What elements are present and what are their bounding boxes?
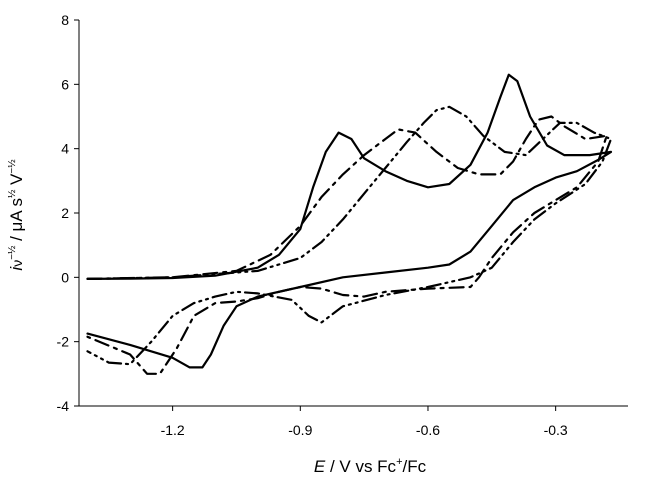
y-tick-label: -2: [57, 334, 70, 350]
x-axis-label-text: / V vs Fc: [325, 457, 396, 476]
x-tick-label: -1.2: [161, 422, 185, 438]
y-axis-ticks: -4 -2 0 2 4 6 8: [57, 12, 79, 414]
x-axis-label: E / V vs Fc+/Fc: [314, 456, 427, 476]
y-axis-label-s-exp: ½: [7, 189, 18, 198]
y-axis-label-nu: ν: [9, 260, 25, 267]
y-axis-label-sep: /: [7, 231, 26, 245]
y-tick-label: 4: [61, 141, 69, 157]
series-line-3: [86, 105, 613, 366]
series-line-2: [86, 115, 608, 375]
y-axis-label-v-exp: −½: [7, 159, 18, 174]
y-axis-label-mu: μ: [7, 222, 26, 232]
y-axis-label-nu-exp: −½: [7, 245, 18, 260]
x-axis-label-var: E: [314, 457, 326, 476]
y-axis-label: iν−½ / μA s½ V−½: [7, 159, 26, 271]
y-tick-label: 6: [61, 76, 69, 92]
x-axis-label-tail: /Fc: [403, 457, 427, 476]
y-tick-label: 2: [61, 205, 69, 221]
y-axis-label-i: i: [7, 266, 26, 271]
x-axis-label-sup: +: [396, 456, 402, 468]
y-tick-label: 0: [61, 269, 69, 285]
axes: [78, 20, 628, 407]
y-tick-label: -4: [57, 398, 70, 414]
y-axis-label-unit: A s: [7, 198, 26, 222]
y-tick-label: 8: [61, 12, 69, 28]
series-group: [86, 73, 613, 375]
x-tick-label: -0.3: [544, 422, 568, 438]
y-axis-label-v: V: [7, 173, 26, 190]
x-tick-label: -0.6: [416, 422, 440, 438]
x-tick-label: -0.9: [288, 422, 312, 438]
x-axis-ticks: -1.2 -0.9 -0.6 -0.3: [161, 406, 568, 438]
